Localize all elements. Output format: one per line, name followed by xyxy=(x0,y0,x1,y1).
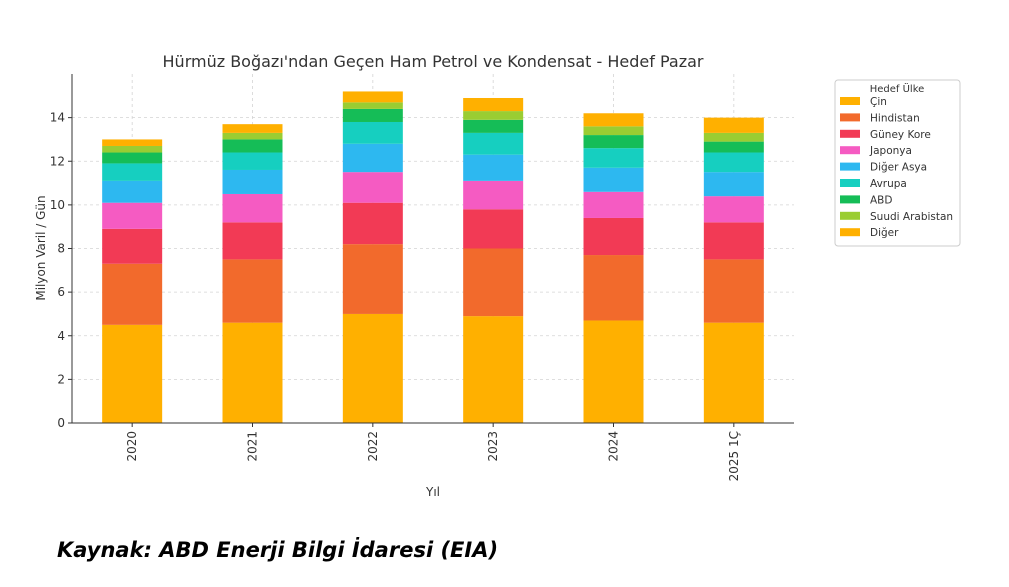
legend: Hedef Ülke Çin Hindistan Güney Kore Japonya… xyxy=(834,79,961,247)
bar-2020-series-7 xyxy=(102,145,163,153)
legend-title: Hedef Ülke xyxy=(870,82,925,95)
x-tick-labels: 2020 2021 2022 2023 2024 2025 1Ç xyxy=(125,423,741,481)
bar-2020-series-5 xyxy=(102,163,163,181)
bar-2025-1Ç-series-2 xyxy=(703,222,764,260)
x-tick-label-5: 2025 1Ç xyxy=(727,431,741,481)
source-note: Kaynak: ABD Enerji Bilgi İdaresi (EIA) xyxy=(57,538,499,562)
bar-2022-series-6 xyxy=(342,108,403,122)
bar-2021-series-0 xyxy=(222,322,283,423)
bar-2024-series-7 xyxy=(583,126,644,136)
y-tick-label-6: 12 xyxy=(50,154,65,168)
bar-2024-series-5 xyxy=(583,148,644,168)
legend-items: Çin Hindistan Güney Kore Japonya Diğer Asya A… xyxy=(840,96,953,239)
bar-2024-series-0 xyxy=(583,320,644,423)
legend-label-7: Suudi Arabistan xyxy=(870,211,953,223)
bar-2020-series-0 xyxy=(102,324,163,423)
y-tick-label-0: 0 xyxy=(57,416,65,430)
legend-swatch-4 xyxy=(840,162,860,171)
y-tick-label-7: 14 xyxy=(50,111,65,125)
y-tick-label-1: 2 xyxy=(57,372,65,386)
legend-label-0: Çin xyxy=(870,96,887,108)
bar-2022-series-7 xyxy=(342,102,403,109)
bar-2023-series-7 xyxy=(463,111,524,120)
legend-label-6: ABD xyxy=(870,194,892,206)
legend-label-4: Diğer Asya xyxy=(870,162,927,174)
bar-2020-series-6 xyxy=(102,152,163,164)
y-tick-label-4: 8 xyxy=(57,242,65,256)
legend-box xyxy=(834,79,961,247)
legend-swatch-6 xyxy=(840,195,860,204)
bar-2024-series-8 xyxy=(583,113,644,127)
bar-2023-series-0 xyxy=(463,316,524,423)
legend-label-1: Hindistan xyxy=(870,112,920,124)
bar-2022-series-3 xyxy=(342,172,403,203)
bar-2021-series-7 xyxy=(222,132,283,140)
x-tick-label-0: 2020 xyxy=(125,431,139,462)
bar-2021-series-1 xyxy=(222,259,283,323)
bar-2023-series-1 xyxy=(463,248,524,317)
legend-swatch-3 xyxy=(840,146,860,155)
bar-2023-series-2 xyxy=(463,209,524,249)
x-tick-label-4: 2024 xyxy=(607,431,621,462)
bar-2023-series-5 xyxy=(463,132,524,155)
bar-2023-series-8 xyxy=(463,97,524,112)
chart-title: Hürmüz Boğazı'ndan Geçen Ham Petrol ve K… xyxy=(163,52,704,71)
legend-swatch-2 xyxy=(840,129,860,138)
bar-2022-series-8 xyxy=(342,91,403,103)
legend-swatch-0 xyxy=(840,97,860,105)
y-tick-labels: 0 2 4 6 8 10 12 14 xyxy=(50,111,72,430)
legend-label-2: Güney Kore xyxy=(870,129,931,141)
bar-2020-series-3 xyxy=(102,202,163,229)
legend-swatch-8 xyxy=(840,228,860,237)
y-tick-label-5: 10 xyxy=(50,198,65,212)
bar-2020-series-4 xyxy=(102,180,163,203)
bar-2024-series-3 xyxy=(583,191,644,218)
bar-2022-series-0 xyxy=(342,313,403,423)
legend-label-5: Avrupa xyxy=(870,178,907,190)
x-tick-label-1: 2021 xyxy=(246,431,260,462)
bar-2024-series-2 xyxy=(583,217,644,256)
bar-2024-series-4 xyxy=(583,167,644,192)
bar-2021-series-8 xyxy=(222,124,283,133)
legend-label-8: Diğer xyxy=(870,227,899,239)
bar-2023-series-6 xyxy=(463,119,524,133)
bar-2022-series-4 xyxy=(342,143,403,173)
bar-2025-1Ç-series-5 xyxy=(703,152,764,173)
bar-2020-series-2 xyxy=(102,228,163,264)
bar-2021-series-2 xyxy=(222,222,283,260)
bar-2020-series-1 xyxy=(102,263,163,325)
bar-2022-series-2 xyxy=(342,202,403,245)
bar-2024-series-1 xyxy=(583,255,644,321)
grid-lines xyxy=(72,74,794,424)
legend-swatch-7 xyxy=(840,211,860,220)
bar-2020-series-8 xyxy=(102,139,163,146)
x-axis-label: Yıl xyxy=(425,485,440,499)
bar-2025-1Ç-series-8 xyxy=(703,117,764,133)
bar-2025-1Ç-series-0 xyxy=(703,322,764,423)
bar-2023-series-4 xyxy=(463,154,524,181)
bar-2025-1Ç-series-6 xyxy=(703,141,764,153)
bar-2021-series-3 xyxy=(222,193,283,223)
legend-swatch-5 xyxy=(840,179,860,187)
legend-label-3: Japonya xyxy=(869,145,912,157)
bar-2024-series-6 xyxy=(583,135,644,149)
bar-2023-series-3 xyxy=(463,180,524,210)
y-tick-label-3: 6 xyxy=(57,285,65,299)
bar-2022-series-5 xyxy=(342,121,403,144)
bar-2022-series-1 xyxy=(342,244,403,314)
bar-2021-series-5 xyxy=(222,152,283,170)
bars xyxy=(102,91,764,423)
bar-2021-series-4 xyxy=(222,169,283,194)
bar-2021-series-6 xyxy=(222,139,283,153)
bar-2025-1Ç-series-3 xyxy=(703,196,764,223)
y-axis-label: Milyon Varil / Gün xyxy=(34,195,48,300)
bar-2025-1Ç-series-1 xyxy=(703,259,764,323)
bar-2025-1Ç-series-7 xyxy=(703,132,764,142)
x-tick-label-3: 2023 xyxy=(486,431,500,462)
y-tick-label-2: 4 xyxy=(57,329,65,343)
bar-2025-1Ç-series-4 xyxy=(703,172,764,197)
legend-swatch-1 xyxy=(840,113,860,122)
x-tick-label-2: 2022 xyxy=(366,431,380,462)
